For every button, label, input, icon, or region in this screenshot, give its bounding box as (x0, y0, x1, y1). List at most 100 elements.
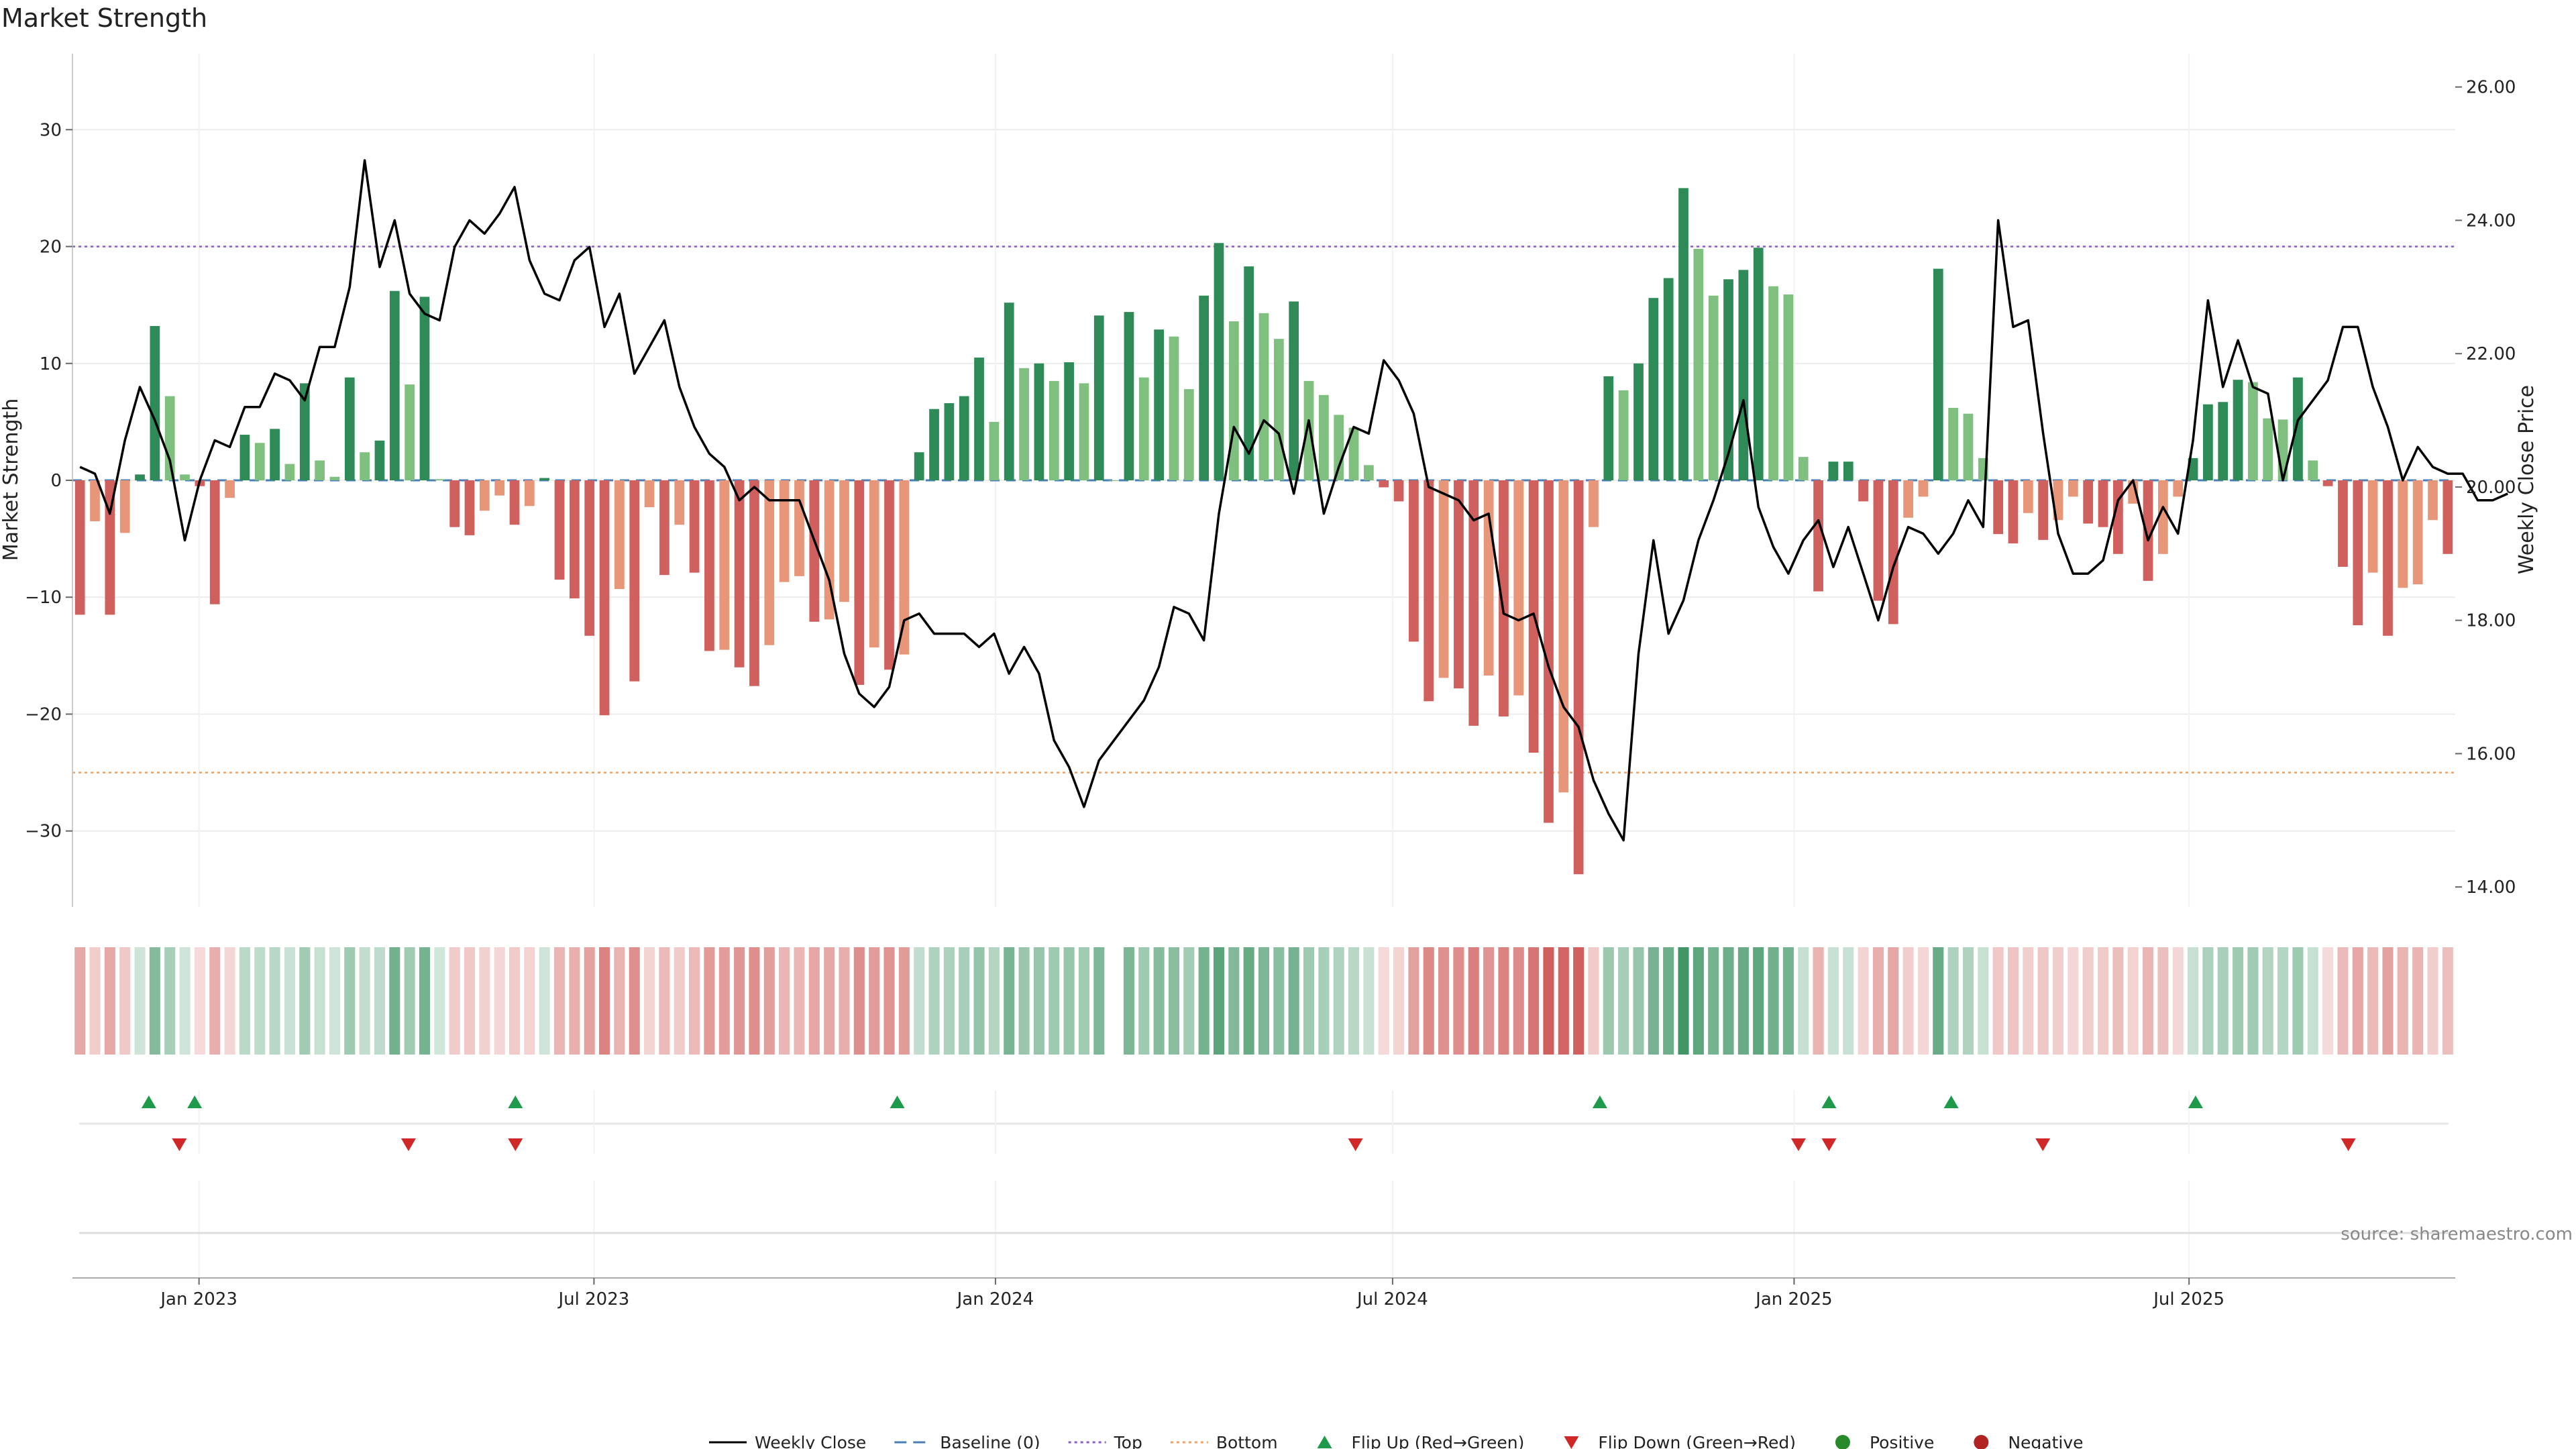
legend-item: Positive (1835, 1433, 1934, 1449)
strength-bar (164, 396, 175, 480)
left-tick-label: 20 (40, 237, 62, 258)
strength-bar (90, 480, 100, 521)
heat-cell (2337, 947, 2349, 1055)
heat-cell (1453, 947, 1464, 1055)
strength-bar (1004, 303, 1014, 480)
heat-cell (2247, 947, 2259, 1055)
weekly-close-line (79, 159, 2508, 842)
heat-cell (1663, 947, 1674, 1055)
heat-cell (464, 947, 476, 1055)
strength-bar (1948, 407, 1958, 480)
x-tick-label: Jan 2025 (1754, 1289, 1833, 1309)
heat-cell (89, 947, 101, 1055)
heat-cell (1168, 947, 1180, 1055)
heat-cell (1063, 947, 1075, 1055)
strength-bar (1348, 427, 1359, 480)
heat-cell (644, 947, 655, 1055)
strength-bar (644, 480, 655, 508)
heat-cell (2097, 947, 2109, 1055)
heat-cell (2427, 947, 2438, 1055)
strength-bar (180, 474, 190, 480)
strength-bar (1858, 480, 1868, 502)
strength-bar (2023, 480, 2033, 513)
lower-panel (79, 1181, 2449, 1278)
flip-up-marker (187, 1095, 203, 1108)
strength-bar (779, 480, 790, 582)
heat-cell (839, 947, 850, 1055)
strength-bar (914, 452, 924, 480)
flip-down-marker (1790, 1138, 1806, 1151)
heat-cell (1033, 947, 1044, 1055)
legend-item: Baseline (0) (894, 1433, 1040, 1449)
y2-axis-label: Weekly Close Price (2515, 385, 2538, 574)
strength-bar (284, 464, 295, 480)
flip-up-marker (2188, 1095, 2203, 1108)
heat-cell (2082, 947, 2094, 1055)
strength-bar (2098, 480, 2108, 527)
flip-down-marker (1348, 1138, 1363, 1151)
heat-cell (2382, 947, 2394, 1055)
strength-bar (329, 476, 340, 480)
strength-bar (1873, 480, 1884, 601)
right-tick-label: 18.00 (2466, 611, 2516, 631)
heat-cell (1004, 947, 1015, 1055)
strength-bar (2428, 480, 2438, 521)
heat-cell (1123, 947, 1134, 1055)
heat-cell (2322, 947, 2334, 1055)
heat-cell (1408, 947, 1419, 1055)
strength-bar (1244, 266, 1254, 480)
flip-up-marker (890, 1095, 905, 1108)
heat-cell (2142, 947, 2154, 1055)
heat-cell (1708, 947, 1719, 1055)
heat-cell (104, 947, 115, 1055)
heat-cell (2037, 947, 2049, 1055)
regime-heat-strip (74, 947, 2453, 1055)
strength-bar (299, 383, 310, 480)
strength-bar (239, 435, 250, 480)
strength-bar (2353, 480, 2363, 626)
strength-bar (2263, 418, 2273, 480)
strength-bar (405, 384, 415, 480)
heat-cell (853, 947, 865, 1055)
strength-bar (464, 480, 475, 535)
strength-bar (2367, 480, 2378, 573)
heat-cell (1378, 947, 1389, 1055)
strength-bar (734, 480, 745, 667)
chart-title: Market Strength (1, 3, 207, 33)
heat-cell (2188, 947, 2199, 1055)
legend-item: Flip Up (Red→Green) (1317, 1433, 1524, 1449)
heat-cell (2217, 947, 2229, 1055)
strength-bar (1753, 248, 1764, 480)
strength-bar (1738, 270, 1749, 480)
heat-cell (434, 947, 445, 1055)
strength-bar (150, 325, 160, 480)
strength-bar (494, 480, 505, 496)
strength-bar (570, 480, 580, 598)
heat-cell (569, 947, 580, 1055)
strength-bar (629, 480, 640, 682)
right-y-axis: 26.00 24.00 22.00 20.00 18.00 16.00 14.00 (2455, 78, 2516, 898)
heat-cell (1438, 947, 1450, 1055)
strength-bar (1828, 462, 1839, 480)
strength-bar (1318, 394, 1329, 480)
strength-bar (764, 480, 775, 645)
legend-item: Negative (1974, 1433, 2084, 1449)
strength-bar (1364, 465, 1374, 480)
heat-cell (1483, 947, 1495, 1055)
strength-bar (225, 480, 235, 498)
heat-cell (2307, 947, 2318, 1055)
heat-cell (164, 947, 176, 1055)
strength-bar (1393, 480, 1404, 502)
heat-cell (1813, 947, 1824, 1055)
strength-bar (1558, 480, 1569, 793)
strength-bar (1228, 321, 1239, 480)
flip-up-marker (141, 1095, 156, 1108)
strength-bar (2083, 480, 2094, 524)
heat-cell (779, 947, 790, 1055)
flip-down-marker (1821, 1138, 1837, 1151)
strength-bar (929, 409, 939, 480)
strength-bar (1648, 298, 1659, 480)
left-tick-label: −30 (25, 822, 62, 842)
heat-cell (389, 947, 400, 1055)
left-tick-label: −20 (25, 704, 62, 724)
